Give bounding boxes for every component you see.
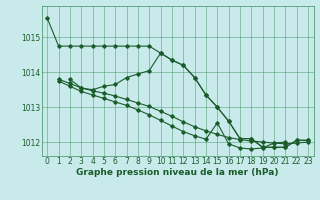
X-axis label: Graphe pression niveau de la mer (hPa): Graphe pression niveau de la mer (hPa)	[76, 168, 279, 177]
